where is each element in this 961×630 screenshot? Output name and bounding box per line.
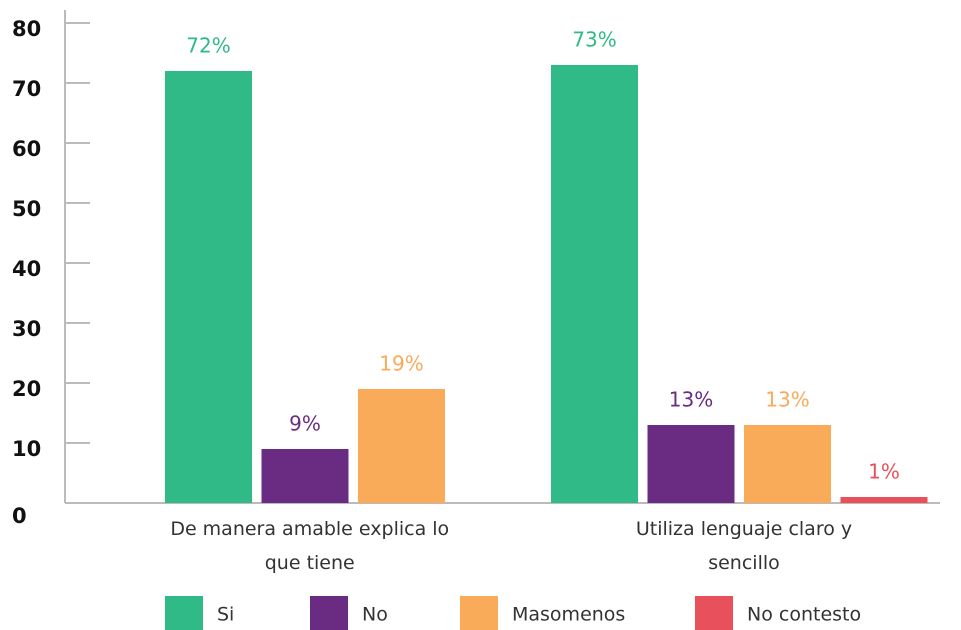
data-label: 19% bbox=[379, 352, 423, 376]
y-tick-label: 20 bbox=[12, 377, 41, 401]
legend-swatch bbox=[310, 596, 348, 630]
data-label: 13% bbox=[669, 388, 713, 412]
bar bbox=[165, 71, 252, 503]
bar bbox=[744, 425, 831, 503]
x-tick-label: De manera amable explica lo que tiene bbox=[170, 518, 450, 574]
data-label: 72% bbox=[186, 34, 230, 58]
bar bbox=[647, 425, 735, 503]
y-tick-label: 0 bbox=[12, 504, 27, 528]
bar bbox=[358, 389, 445, 503]
legend-swatch bbox=[165, 596, 203, 630]
legend-label: No contesto bbox=[747, 604, 861, 626]
data-label: 9% bbox=[289, 412, 321, 436]
legend-swatch bbox=[695, 596, 733, 630]
y-tick-label: 10 bbox=[12, 437, 41, 461]
legend-label: Masomenos bbox=[512, 604, 625, 626]
data-label: 13% bbox=[765, 388, 809, 412]
legend-swatch bbox=[460, 596, 498, 630]
y-tick-label: 40 bbox=[12, 257, 41, 281]
data-label: 1% bbox=[868, 460, 900, 484]
data-label: 73% bbox=[572, 28, 616, 52]
y-tick-label: 50 bbox=[12, 197, 41, 221]
legend-label: Si bbox=[217, 604, 234, 626]
y-tick-label: 60 bbox=[12, 137, 41, 161]
legend-label: No bbox=[362, 604, 388, 626]
bar bbox=[840, 497, 928, 503]
y-tick-label: 70 bbox=[12, 77, 41, 101]
bar bbox=[551, 65, 638, 503]
y-tick-label: 30 bbox=[12, 317, 41, 341]
y-tick-label: 80 bbox=[12, 17, 41, 41]
bar bbox=[261, 449, 349, 503]
x-tick-label: Utiliza lenguaje claro y sencillo bbox=[635, 518, 853, 574]
